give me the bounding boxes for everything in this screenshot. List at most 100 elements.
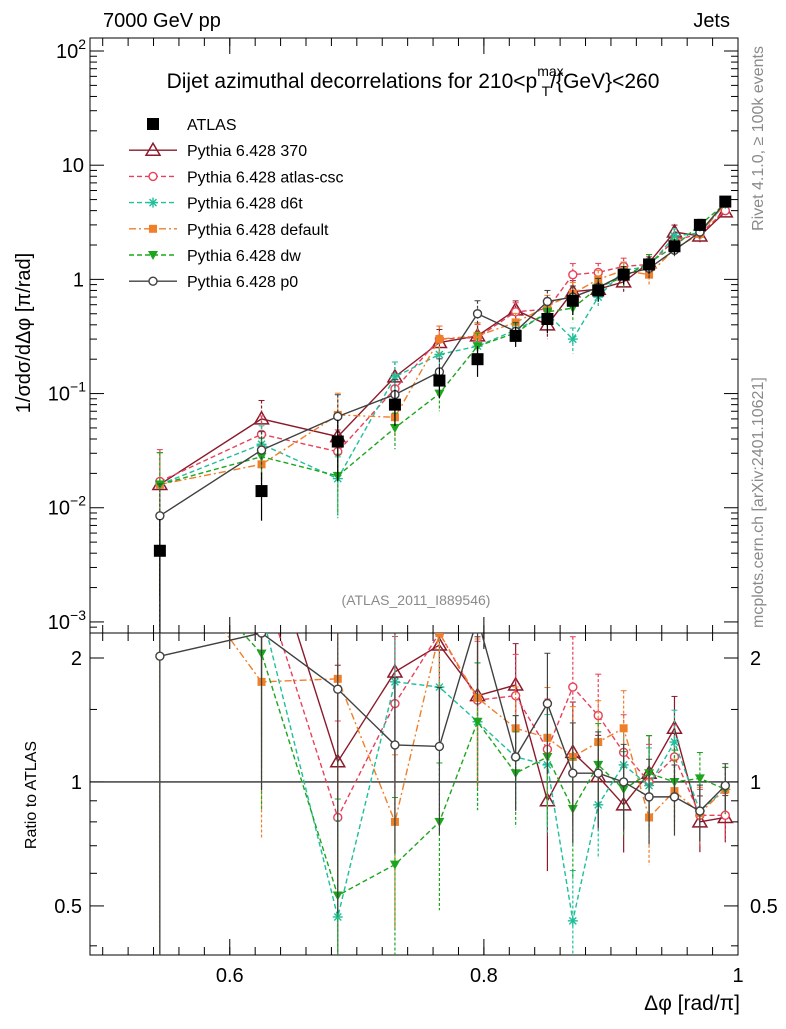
ratio-data-point	[510, 752, 521, 762]
ratio-data-point	[619, 724, 628, 733]
ratio-data-point	[666, 719, 683, 735]
legend-entry-pythia-6-428-d6t: Pythia 6.428 d6t	[129, 196, 303, 213]
data-point	[434, 349, 445, 360]
ratio-data-point	[390, 740, 400, 750]
ratio-data-point	[720, 810, 730, 820]
data-point	[615, 273, 632, 288]
ratio-tick-label: 0.5	[54, 896, 82, 918]
data-point	[388, 398, 401, 411]
series-line	[159, 203, 726, 486]
legend-label: Pythia 6.428 370	[187, 143, 307, 160]
ratio-data-point	[568, 768, 578, 778]
ratio-series-group	[155, 576, 734, 955]
ratio-data-point	[472, 717, 483, 727]
data-point	[389, 423, 400, 433]
data-point	[435, 335, 444, 344]
asterisk-stroke	[435, 350, 444, 359]
legend-entry-pythia-6-428-370: Pythia 6.428 370	[129, 141, 307, 160]
ratio-tick-label-right: 2	[750, 648, 761, 670]
data-point	[541, 312, 554, 325]
ratio-series-pythia-6-428-dw	[159, 633, 731, 955]
ratio-data-point	[669, 737, 680, 748]
data-point	[433, 374, 446, 387]
y-tick-label: 10	[62, 155, 84, 177]
legend-marker	[147, 118, 159, 130]
legend-label: Pythia 6.428 atlas-csc	[187, 169, 344, 186]
y-tick-label-exponent: 2	[78, 36, 86, 52]
legend-marker	[149, 224, 157, 233]
ratio-data-point	[389, 860, 400, 870]
data-point	[331, 435, 344, 448]
ratio-series-pythia-6-428-default	[159, 633, 730, 955]
data-point	[617, 268, 630, 281]
legend: ATLAS Pythia 6.428 370 Pythia 6.428 atlas-…	[129, 117, 344, 291]
data-point	[668, 240, 681, 253]
ratio-data-point	[434, 741, 445, 752]
ratio-data-point	[593, 768, 603, 778]
x-tick-label: 0.6	[216, 965, 244, 987]
x-tick-label: 1	[732, 965, 743, 987]
data-point	[253, 410, 270, 425]
ratio-y-axis-label: Ratio to ATLAS	[23, 741, 40, 849]
ratio-data-point	[618, 777, 629, 787]
series-atlas	[153, 195, 732, 633]
asterisk-stroke	[258, 608, 265, 615]
x-axis-label: Δφ [rad/π]	[644, 992, 740, 1015]
series-line	[159, 203, 726, 486]
ratio-data-point	[257, 606, 267, 616]
y-tick-label-base: 10	[48, 612, 70, 634]
asterisk-stroke	[149, 198, 157, 207]
legend-label: Pythia 6.428 dw	[187, 248, 301, 265]
legend-marker	[148, 197, 158, 208]
legend-marker	[144, 141, 162, 156]
data-point	[155, 511, 165, 521]
data-point	[333, 411, 343, 422]
data-point	[256, 445, 267, 455]
ratio-data-point	[644, 792, 654, 802]
legend-label: Pythia 6.428 d6t	[187, 196, 303, 213]
header-energy-label: 7000 GeV pp	[103, 10, 221, 32]
asterisk-stroke	[568, 335, 577, 344]
rivet-version-label: Rivet 4.1.0, ≥ 100k events	[750, 46, 767, 231]
legend-entry-atlas: ATLAS	[147, 117, 237, 134]
legend-label: ATLAS	[187, 117, 237, 134]
ratio-series-line	[224, 633, 726, 825]
data-point	[566, 294, 579, 307]
legend-marker	[148, 171, 158, 182]
y-tick-label: 10−2	[48, 493, 86, 520]
y-tick-label-base: 10	[48, 384, 70, 406]
y-tick-label-base: 10	[56, 41, 78, 63]
ratio-data-point	[155, 651, 165, 661]
ratio-data-point	[258, 576, 266, 584]
y-tick-label: 10−1	[48, 379, 86, 406]
ratio-tick-label: 1	[71, 772, 82, 794]
data-point	[472, 309, 483, 319]
ratio-data-point	[669, 792, 680, 802]
legend-entry-pythia-6-428-default: Pythia 6.428 default	[129, 222, 329, 239]
legend-label: Pythia 6.428 p0	[187, 274, 298, 291]
y-tick-label: 102	[56, 36, 86, 63]
legend-label: Pythia 6.428 default	[187, 222, 329, 239]
data-point	[568, 269, 578, 280]
ratio-series-pythia-6-428-p0	[155, 614, 730, 955]
x-tick-label: 0.8	[470, 965, 498, 987]
ratio-series-pythia-6-428-d6t	[159, 606, 731, 955]
ratio-series-pythia-6-428-370	[159, 633, 734, 955]
data-point	[471, 353, 484, 366]
data-point	[542, 296, 553, 307]
ratio-data-point	[567, 915, 578, 926]
ratio-series-line	[296, 633, 726, 823]
asterisk-stroke	[258, 608, 265, 615]
chart-title: Dijet azimuthal decorrelations for 210<p…	[167, 63, 660, 99]
data-point	[255, 485, 268, 498]
ratio-data-point	[474, 614, 482, 622]
data-point	[643, 258, 656, 271]
mcplots-credit-label: mcplots.cern.ch [arXiv:2401.10621]	[750, 377, 767, 628]
legend-entry-pythia-6-428-p0: Pythia 6.428 p0	[129, 274, 298, 291]
ratio-tick-label-right: 0.5	[750, 896, 778, 918]
analysis-id-label: (ATLAS_2011_I889546)	[342, 592, 491, 608]
ratio-data-point	[333, 684, 343, 694]
